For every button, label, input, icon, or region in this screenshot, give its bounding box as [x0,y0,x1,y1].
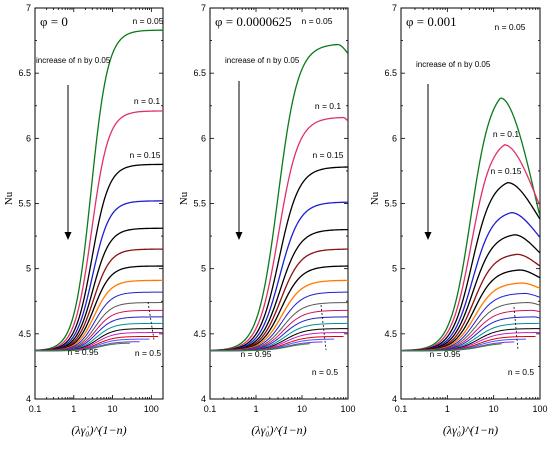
y-tick-label: 6.5 [193,68,206,78]
y-tick-label: 7 [392,3,397,13]
y-tick-label: 5 [26,264,31,274]
chart-panel-2: 4 4.5 5 5.5 6 6.5 7 0.1 1 10 100 Nu (λγ̇₀)^(1−n) φ = … [178,3,356,437]
annotation-label: n = 0.1 [134,96,161,106]
annotation-label: n = 0.15 [491,166,522,176]
series-line-1 [210,43,348,352]
x-tick-label: 1 [71,404,76,414]
y-tick-label: 4.5 [384,329,397,339]
series-line-19 [401,343,502,352]
series-line-3 [401,182,540,352]
annotation-label: n = 0.05 [133,16,164,26]
y-tick-label: 6 [26,133,31,143]
annotation-label: n = 0.05 [302,16,333,26]
chart-panel-3: 4 4.5 5 5.5 6 6.5 7 0.1 1 10 100 Nu (λγ̇₀)^(1−n) φ = … [369,3,548,437]
x-axis-label: (λγ̇₀)^(1−n) [251,423,306,437]
y-tick-label: 5.5 [384,199,397,209]
chart-title: φ = 0.0000625 [215,14,292,29]
chart-title: φ = 0 [40,14,68,29]
series-line-19 [210,343,311,352]
series-line-8 [35,279,163,352]
x-tick-label: 100 [340,404,355,414]
x-tick-label: 0.1 [29,404,42,414]
series-line-1 [35,29,163,352]
series-line-4 [401,212,540,352]
y-axis-label: Nu [178,191,190,205]
x-tick-label: 10 [108,404,118,414]
annotation-label: increase of n by 0.05 [36,56,111,65]
y-tick-label: 7 [201,3,206,13]
annotation-label: n = 0.15 [130,150,161,160]
x-tick-label: 10 [297,404,307,414]
series-line-4 [210,201,348,352]
x-tick-label: 0.1 [395,404,408,414]
y-tick-label: 4 [201,394,206,404]
annotation-label: increase of n by 0.05 [416,60,491,69]
series-group [401,97,540,352]
series-line-3 [35,163,163,352]
annotation-label: n = 0.05 [495,22,526,32]
annotation-label: n = 0.5 [312,367,339,377]
y-tick-label: 4 [392,394,397,404]
series-line-8 [210,279,348,352]
y-tick-label: 7 [26,3,31,13]
y-axis-label: Nu [369,191,381,205]
annotation-label: n = 0.15 [313,150,344,160]
annotation-label: n = 0.1 [493,129,520,139]
chart-panel-1: 4 4.5 5 5.5 6 6.5 7 0.1 1 10 100 Nu (λγ̇₀)^(1−n) φ = … [3,3,164,437]
series-line-12 [401,316,540,352]
series-line-19 [35,342,130,352]
annotation-label: n = 0.5 [508,367,535,377]
annotation-label: n = 0.1 [315,101,342,111]
y-tick-label: 6.5 [18,68,31,78]
x-tick-label: 0.1 [204,404,217,414]
y-tick-label: 4.5 [18,329,31,339]
y-tick-label: 5.5 [193,199,206,209]
series-group [35,29,163,352]
y-tick-label: 5 [201,264,206,274]
y-tick-label: 5.5 [18,199,31,209]
y-tick-label: 4 [26,394,31,404]
direction-arrow-head [235,232,243,240]
x-tick-label: 1 [253,404,258,414]
chart-title: φ = 0.001 [406,14,457,29]
x-tick-label: 1 [445,404,450,414]
y-tick-label: 6 [392,133,397,143]
direction-arrow-head [64,232,72,240]
y-axis-label: Nu [3,191,15,205]
y-tick-label: 5 [392,264,397,274]
x-tick-label: 10 [489,404,499,414]
annotation-label: n = 0.5 [135,348,162,358]
series-group [210,43,348,352]
annotation-label: increase of n by 0.05 [225,56,300,65]
y-tick-label: 6 [201,133,206,143]
x-tick-label: 100 [144,404,159,414]
n-pointer-dashed-line [513,306,519,351]
annotation-label: n = 0.95 [68,347,99,357]
n-pointer-dashed-line [147,301,155,341]
annotation-label: n = 0.95 [241,349,272,359]
direction-arrow-head [424,232,432,240]
annotation-label: n = 0.95 [430,349,461,359]
x-axis-label: (λγ̇₀)^(1−n) [443,423,498,437]
series-line-1 [401,97,540,352]
series-line-2 [35,110,163,352]
series-line-3 [210,166,348,352]
x-tick-label: 100 [532,404,547,414]
n-pointer-dashed-line [320,304,327,351]
y-tick-label: 6.5 [384,68,397,78]
y-tick-label: 4.5 [193,329,206,339]
x-axis-label: (λγ̇₀)^(1−n) [71,423,126,437]
